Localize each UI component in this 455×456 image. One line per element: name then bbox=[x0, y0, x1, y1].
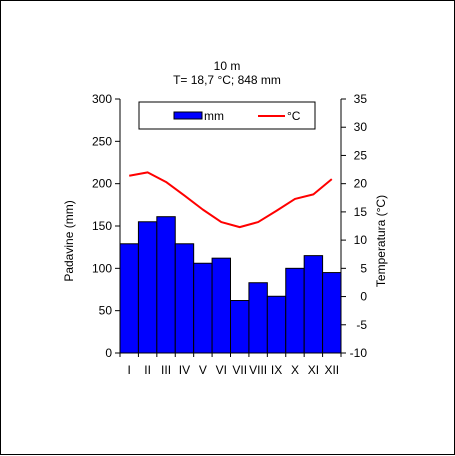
bar-X bbox=[285, 267, 305, 354]
legend-label-temp: °C bbox=[287, 109, 301, 123]
x-tick-label-II: II bbox=[144, 363, 151, 377]
y2-tick-label-20: 20 bbox=[354, 177, 368, 191]
y2-axis-label: Temperatura (°C) bbox=[374, 195, 388, 287]
y-tick-label-50: 50 bbox=[99, 304, 113, 318]
x-tick-label-VIII: VIII bbox=[249, 363, 267, 377]
y-tick-label-200: 200 bbox=[92, 177, 112, 191]
x-tick-label-XII: XII bbox=[324, 363, 339, 377]
x-tick-label-III: III bbox=[161, 363, 171, 377]
bar-VII bbox=[230, 300, 250, 354]
bar-XII bbox=[322, 272, 342, 354]
bar-V bbox=[193, 262, 213, 354]
x-tick-label-X: X bbox=[291, 363, 299, 377]
x-tick-label-IX: IX bbox=[271, 363, 282, 377]
x-tick-label-VII: VII bbox=[232, 363, 247, 377]
bar-IV bbox=[174, 243, 195, 354]
y-tick-label-150: 150 bbox=[92, 219, 112, 233]
x-tick-label-XI: XI bbox=[308, 363, 319, 377]
bar-VIII bbox=[248, 282, 268, 354]
bar-III bbox=[156, 216, 176, 354]
x-tick-label-IV: IV bbox=[179, 363, 190, 377]
bar-I bbox=[119, 243, 139, 354]
precipitation-bars bbox=[119, 216, 342, 354]
y-tick-label-250: 250 bbox=[92, 134, 112, 148]
x-tick-label-VI: VI bbox=[216, 363, 227, 377]
y-tick-label-300: 300 bbox=[92, 92, 112, 106]
chart-title: 10 m bbox=[214, 59, 241, 73]
bar-VI bbox=[211, 257, 232, 354]
y2-tick-label-0: 0 bbox=[360, 290, 367, 304]
bar-II bbox=[137, 221, 158, 354]
bar-XI bbox=[303, 255, 324, 354]
y2-tick-label-15: 15 bbox=[354, 205, 368, 219]
temperature-line bbox=[129, 171, 333, 229]
chart-subtitle: T= 18,7 °C; 848 mm bbox=[173, 73, 281, 87]
x-tick-label-V: V bbox=[199, 363, 207, 377]
y2-tick-label-35: 35 bbox=[354, 92, 368, 106]
y2-tick-label--10: -10 bbox=[350, 346, 368, 360]
legend-box bbox=[138, 101, 316, 130]
legend: mm °C bbox=[138, 101, 316, 130]
y2-tick-label-5: 5 bbox=[360, 261, 367, 275]
y2-tick-label-25: 25 bbox=[354, 148, 368, 162]
legend-label-mm: mm bbox=[204, 109, 224, 123]
y2-tick-label-10: 10 bbox=[354, 233, 368, 247]
temperature-line-group bbox=[129, 171, 333, 229]
y-tick-label-0: 0 bbox=[105, 346, 112, 360]
bar-IX bbox=[266, 295, 287, 354]
y-tick-label-100: 100 bbox=[92, 261, 112, 275]
legend-swatch-mm bbox=[173, 111, 203, 120]
y2-tick-label-30: 30 bbox=[354, 120, 368, 134]
y-axis-label: Padavine (mm) bbox=[62, 200, 76, 281]
y2-tick-label--5: -5 bbox=[356, 318, 367, 332]
x-tick-label-I: I bbox=[128, 363, 131, 377]
